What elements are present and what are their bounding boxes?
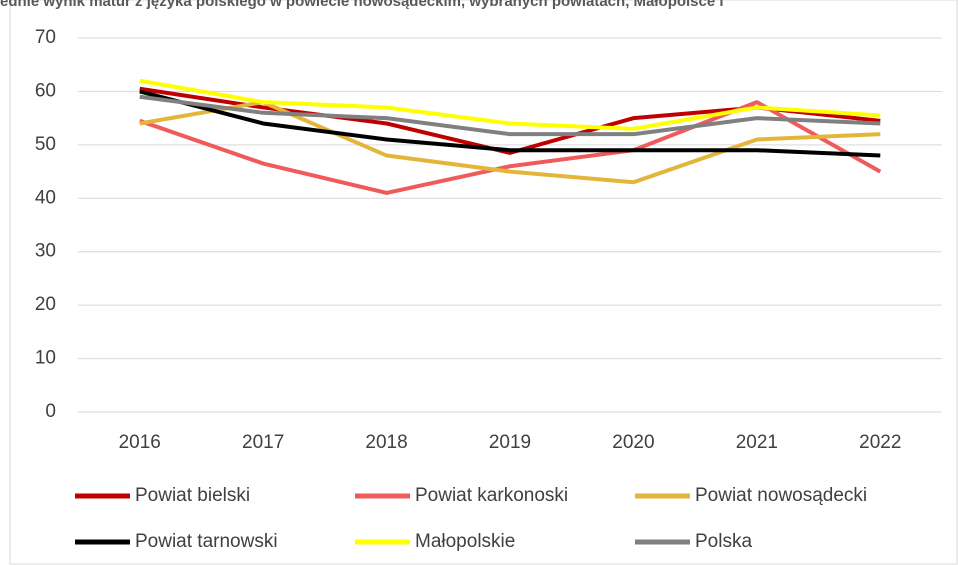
x-tick-label: 2019 — [489, 432, 531, 453]
legend-label: Powiat nowosądecki — [695, 485, 867, 506]
legend-label: Polska — [695, 531, 752, 552]
y-tick-label: 60 — [35, 80, 56, 101]
series-line — [139, 100, 882, 195]
x-tick-label: 2018 — [365, 432, 407, 453]
series-line — [139, 78, 881, 131]
chart-title: ednie wynik matur z języka polskiego w p… — [0, 0, 724, 10]
series-line — [139, 100, 881, 185]
legend-label: Powiat tarnowski — [135, 531, 278, 552]
y-tick-label: 10 — [35, 348, 56, 369]
x-tick-label: 2017 — [242, 432, 284, 453]
series-line — [139, 89, 881, 158]
legend-label: Powiat karkonoski — [415, 485, 568, 506]
legend-label: Powiat bielski — [135, 485, 250, 506]
x-tick-label: 2020 — [612, 432, 654, 453]
y-tick-label: 40 — [35, 187, 56, 208]
legend-label: Małopolskie — [415, 531, 515, 552]
x-tick-label: 2022 — [859, 432, 901, 453]
y-tick-label: 50 — [35, 134, 56, 155]
y-tick-label: 30 — [35, 241, 56, 262]
y-tick-label: 20 — [35, 294, 56, 315]
x-tick-label: 2016 — [119, 432, 161, 453]
y-tick-label: 70 — [35, 27, 56, 48]
x-tick-label: 2021 — [736, 432, 778, 453]
series-line — [139, 94, 881, 137]
chart-border — [9, 0, 958, 565]
y-tick-label: 0 — [45, 401, 56, 422]
